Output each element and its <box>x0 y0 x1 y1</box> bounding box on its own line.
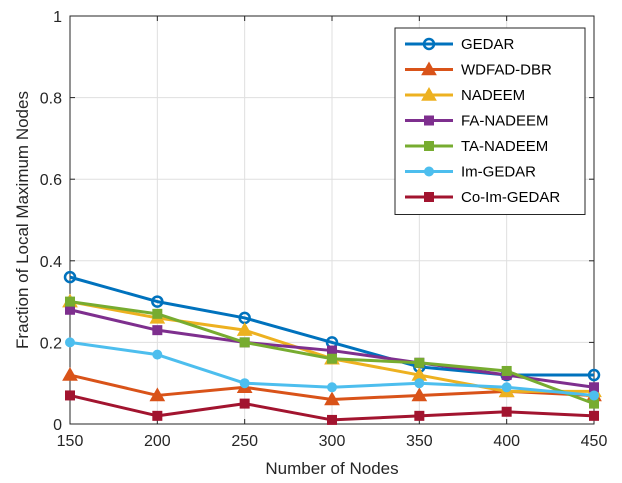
y-tick-label: 0.4 <box>40 254 62 271</box>
series-group <box>62 270 602 425</box>
data-point <box>63 270 77 284</box>
legend-entry: WDFAD-DBR <box>405 61 552 79</box>
data-point <box>324 391 340 406</box>
legend-swatch-marker <box>421 86 437 101</box>
data-point <box>152 349 163 360</box>
y-tick-label: 0.2 <box>40 335 62 352</box>
legend-entry: Co-Im-GEDAR <box>405 189 560 206</box>
series-co-im-gedar <box>65 390 599 425</box>
data-point <box>501 406 512 417</box>
legend-swatch-marker <box>422 37 436 51</box>
data-point <box>327 414 337 425</box>
data-point <box>152 410 163 421</box>
y-tick-label: 0.8 <box>40 91 62 108</box>
x-tick-label: 250 <box>231 433 258 450</box>
legend-label: FA-NADEEM <box>461 113 549 130</box>
data-point <box>327 382 337 393</box>
data-point <box>414 378 425 389</box>
data-point <box>152 325 163 336</box>
data-point <box>65 337 75 348</box>
data-point <box>589 398 599 409</box>
data-point <box>414 410 425 421</box>
y-axis-label: Fraction of Local Maximum Nodes <box>13 91 32 349</box>
data-point <box>589 390 599 401</box>
data-point <box>589 410 599 421</box>
x-tick-label: 450 <box>581 433 608 450</box>
data-point <box>587 368 601 382</box>
data-point <box>62 367 78 381</box>
legend-label: GEDAR <box>461 36 515 53</box>
data-point <box>239 378 250 389</box>
data-point <box>236 322 253 336</box>
data-point <box>65 304 75 315</box>
data-point <box>239 337 250 348</box>
data-point <box>501 382 512 393</box>
y-tick-label: 0 <box>53 417 62 434</box>
legend-label: Co-Im-GEDAR <box>461 189 560 206</box>
y-tick-label: 0.6 <box>40 172 62 189</box>
x-axis-label: Number of Nodes <box>265 459 398 478</box>
legend-label: NADEEM <box>461 87 525 104</box>
axes: 150 200 250 300 350 400 450 0 0.2 0.4 0.6 0.8 1 <box>40 9 608 450</box>
legend-entry: FA-NADEEM <box>405 113 549 130</box>
data-point <box>589 382 599 393</box>
legend-swatch-marker <box>424 166 434 177</box>
legend-swatch-marker <box>424 192 434 202</box>
y-tick-label: 1 <box>53 9 62 26</box>
data-point <box>327 353 337 364</box>
x-tick-label: 300 <box>319 433 346 450</box>
data-point <box>65 390 75 401</box>
x-tick-label: 150 <box>57 433 84 450</box>
x-tick-label: 400 <box>493 433 520 450</box>
data-point <box>149 387 166 402</box>
data-point <box>501 365 512 376</box>
legend-label: Im-GEDAR <box>461 164 536 181</box>
legend-swatch-marker <box>424 141 434 151</box>
series-ta-nadeem <box>65 296 599 409</box>
legend: GEDAR WDFAD-DBR NADEEM FA-NADEEM TA-NADEEM Im… <box>394 27 586 215</box>
data-point <box>152 308 163 319</box>
x-tick-label: 200 <box>144 433 171 450</box>
legend-swatch-marker <box>424 115 434 126</box>
legend-swatch-marker <box>421 61 437 76</box>
legend-entry: GEDAR <box>405 36 515 53</box>
legend-entry: TA-NADEEM <box>405 138 548 155</box>
series-im-gedar <box>65 337 599 401</box>
legend-entry: NADEEM <box>405 86 525 104</box>
legend-entry: Im-GEDAR <box>405 164 536 181</box>
data-point <box>65 296 75 307</box>
legend-label: TA-NADEEM <box>461 138 548 155</box>
legend-label: WDFAD-DBR <box>461 62 552 79</box>
data-point <box>414 357 425 368</box>
data-point <box>411 387 428 402</box>
data-point <box>151 295 164 308</box>
data-point <box>327 345 337 356</box>
data-point <box>239 398 250 409</box>
x-tick-label: 350 <box>406 433 433 450</box>
